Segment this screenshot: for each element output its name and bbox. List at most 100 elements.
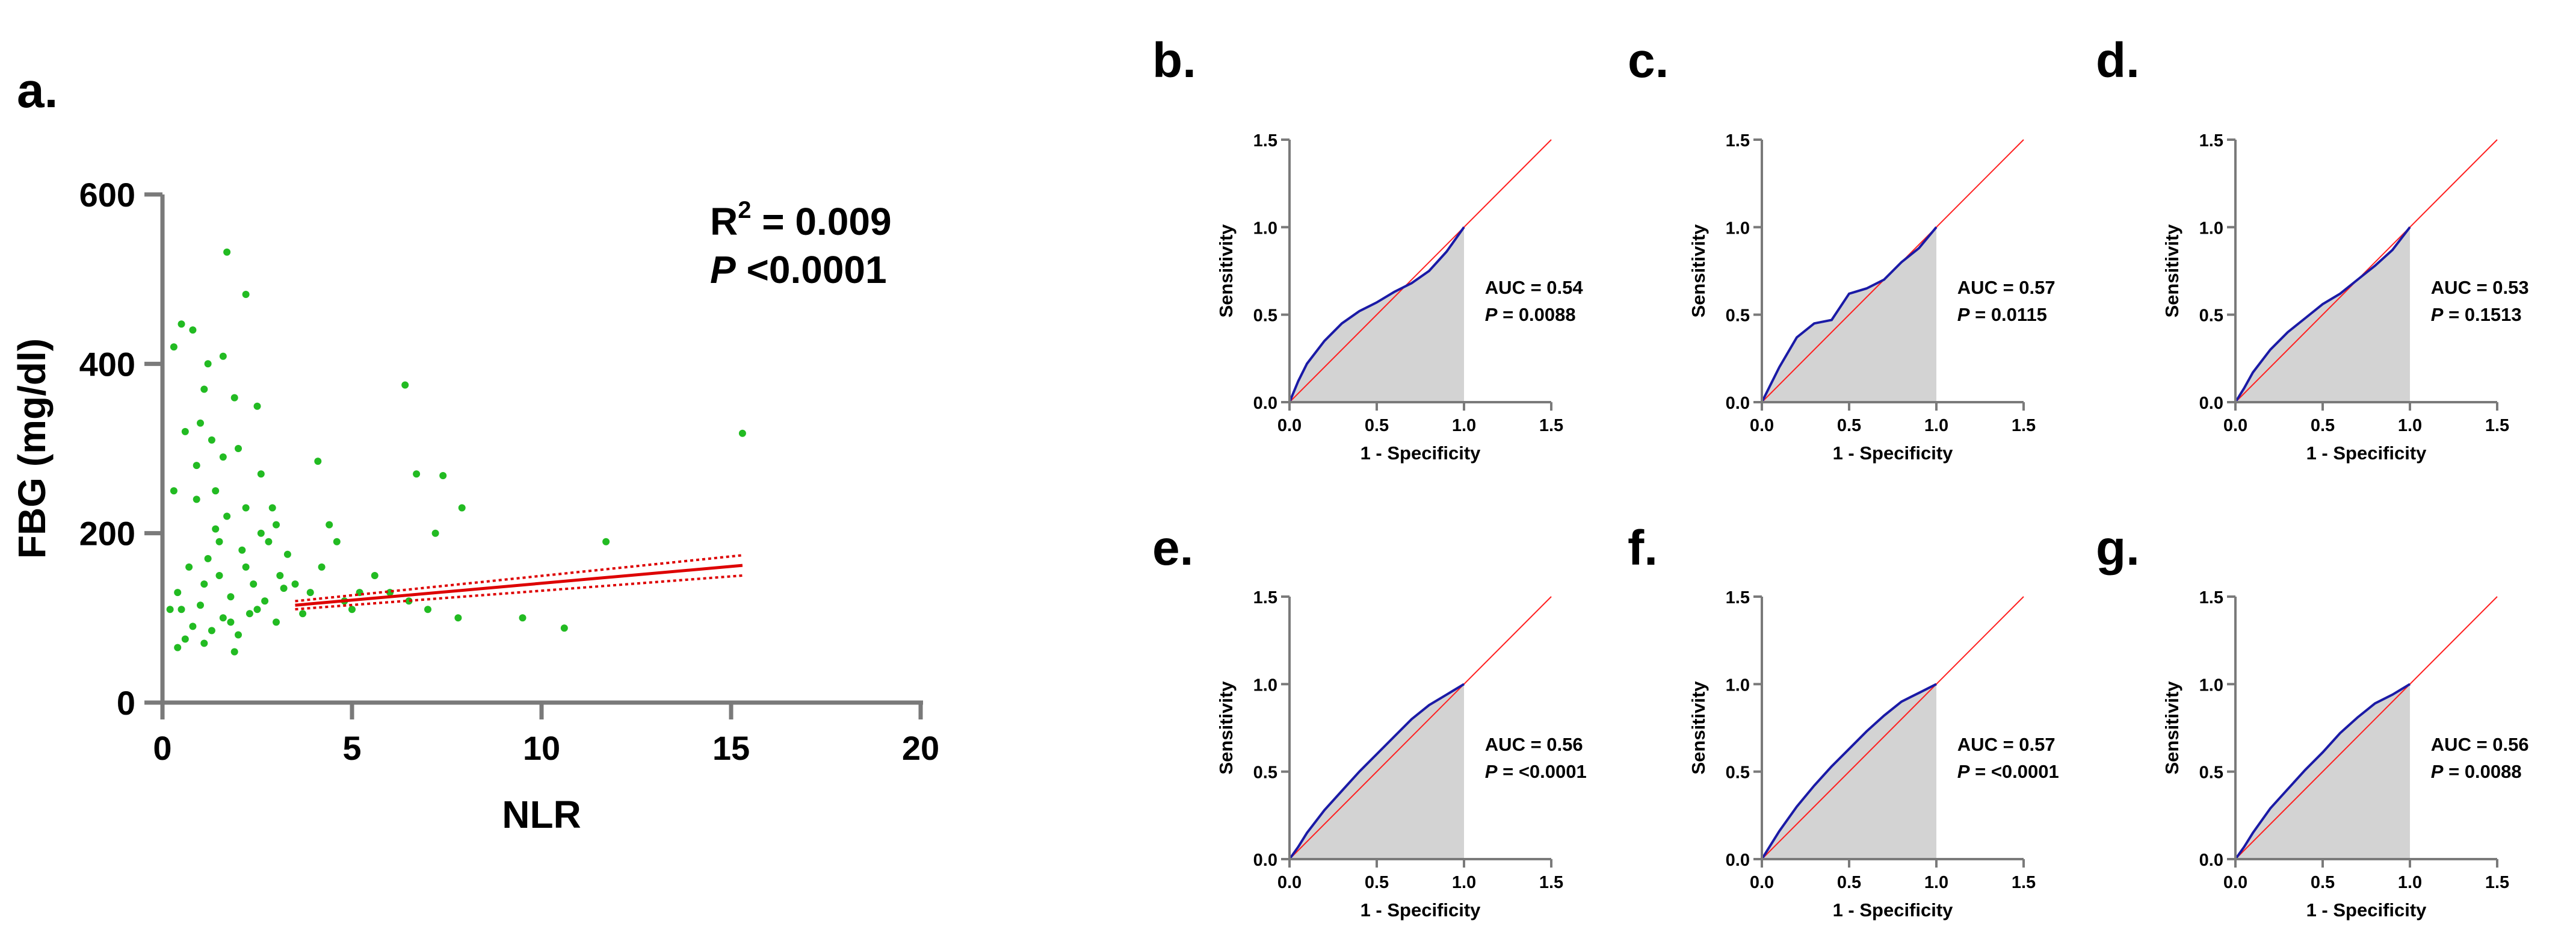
x-axis-label: 1 - Specificity [1833, 899, 1954, 921]
scatter-point [170, 487, 178, 495]
roc-curve [1761, 683, 1937, 860]
x-axis-label: 1 - Specificity [2306, 899, 2427, 921]
roc-curve [1288, 226, 1465, 403]
scatter-points [166, 248, 746, 656]
scatter-point [405, 597, 413, 605]
y-tick-label: 1.0 [1726, 219, 1750, 238]
auc-value: AUC = 0.56 [2431, 734, 2529, 755]
y-tick-label: 0.5 [2199, 306, 2223, 326]
x-tick-label: 1.0 [1924, 873, 1948, 892]
panel-label-b: b. [1152, 33, 1196, 88]
scatter-point [401, 381, 409, 389]
scatter-point [170, 343, 178, 351]
auc-value: AUC = 0.54 [1485, 277, 1584, 298]
scatter-point [204, 360, 212, 368]
x-tick-label: 0.0 [1750, 873, 1774, 892]
p-value-value: = 0.1513 [2443, 304, 2521, 325]
scatter-point [227, 593, 235, 601]
scatter-point [458, 504, 466, 512]
x-tick-label: 0.0 [2223, 873, 2247, 892]
x-axis-label: 1 - Specificity [1361, 443, 1481, 464]
scatter-point [314, 458, 322, 465]
panel-label-f: f. [1628, 521, 1658, 576]
x-axis-label: NLR [502, 793, 581, 836]
scatter-point [178, 320, 185, 328]
reference-line [2235, 139, 2498, 403]
y-axis-label: Sensitivity [1688, 224, 1709, 318]
p-value-symbol: P [710, 248, 736, 291]
scatter-point [413, 470, 421, 478]
scatter-point [193, 462, 200, 470]
y-tick-label: 0.0 [1253, 394, 1277, 413]
x-axis-label: 1 - Specificity [1361, 899, 1481, 921]
panel-a: a. 0 200 400 600 0 5 10 15 20 NLR FBG (mg/dl) R2 = 0… [10, 63, 939, 836]
scatter-point [230, 648, 238, 656]
scatter-point [348, 606, 356, 613]
regression-ci-upper [295, 554, 743, 603]
scatter-point [230, 394, 238, 402]
scatter-point [235, 631, 242, 639]
scatter-point [454, 614, 462, 622]
scatter-point [174, 589, 182, 597]
y-tick-label: 0.5 [2199, 763, 2223, 783]
p-value-value: = 0.0088 [2443, 761, 2521, 782]
x-tick-label: 1.0 [1924, 416, 1948, 435]
scatter-point [242, 291, 250, 298]
scatter-point [246, 610, 253, 618]
scatter-point [318, 563, 326, 571]
reference-line [1289, 596, 1552, 860]
scatter-point [215, 538, 223, 545]
auc-value: AUC = 0.57 [1957, 734, 2056, 755]
scatter-point [223, 248, 231, 256]
x-tick-label: 0.0 [1277, 416, 1302, 435]
y-axis-label: Sensitivity [1215, 681, 1237, 775]
x-tick-label: 1.5 [2485, 416, 2509, 435]
scatter-point [326, 521, 333, 529]
scatter-point [333, 538, 341, 545]
scatter-point [299, 610, 307, 618]
y-tick-label: 600 [79, 176, 135, 214]
x-axis-label: 1 - Specificity [2306, 443, 2427, 464]
y-tick-label: 0.0 [2199, 851, 2223, 870]
x-tick-label: 0.5 [2311, 416, 2335, 435]
scatter-point [280, 585, 288, 592]
scatter-point [439, 472, 447, 479]
x-tick-label: 10 [523, 729, 560, 767]
scatter-point [181, 427, 189, 435]
p-value-value: <0.0001 [736, 248, 887, 291]
x-tick-label: 15 [712, 729, 750, 767]
x-tick-label: 0.0 [2223, 416, 2247, 435]
x-tick-label: 1.5 [1539, 873, 1563, 892]
x-tick-label: 0.5 [1365, 416, 1389, 435]
scatter-point [189, 623, 197, 630]
y-tick-label: 200 [79, 515, 135, 553]
p-value-value: = 0.0088 [1497, 304, 1575, 325]
scatter-point [238, 546, 246, 554]
scatter-point [219, 352, 227, 360]
y-tick-label: 400 [79, 345, 135, 383]
p-value-value: = 0.0115 [1969, 304, 2046, 325]
scatter-point [212, 525, 220, 533]
p-value-symbol: P [1485, 304, 1498, 325]
scatter-point [200, 385, 208, 393]
y-tick-label: 0.0 [1253, 851, 1277, 870]
scatter-point [738, 429, 746, 437]
y-tick-label: 1.5 [2199, 588, 2223, 607]
r-squared-superscript: 2 [738, 197, 751, 223]
scatter-point [200, 639, 208, 647]
y-axis-label: Sensitivity [2161, 681, 2182, 775]
reference-line [1289, 139, 1552, 403]
y-tick-label: 1.0 [1253, 219, 1277, 238]
x-tick-label: 1.0 [1452, 873, 1476, 892]
panel-c: c. 0.0 0.5 1.0 1.5 0.0 0.5 1.0 1.5 1 - Specificit… [1628, 33, 2056, 464]
x-tick-label: 0.5 [1837, 416, 1861, 435]
x-tick-label: 0.0 [1750, 416, 1774, 435]
scatter-point [200, 580, 208, 588]
y-tick-label: 0.0 [2199, 394, 2223, 413]
roc-curve [1761, 226, 1938, 403]
scatter-point [424, 606, 431, 613]
y-tick-label: 1.0 [2199, 675, 2223, 695]
y-axis-label: Sensitivity [1215, 224, 1237, 318]
scatter-point [560, 624, 568, 632]
scatter-point [268, 504, 276, 512]
